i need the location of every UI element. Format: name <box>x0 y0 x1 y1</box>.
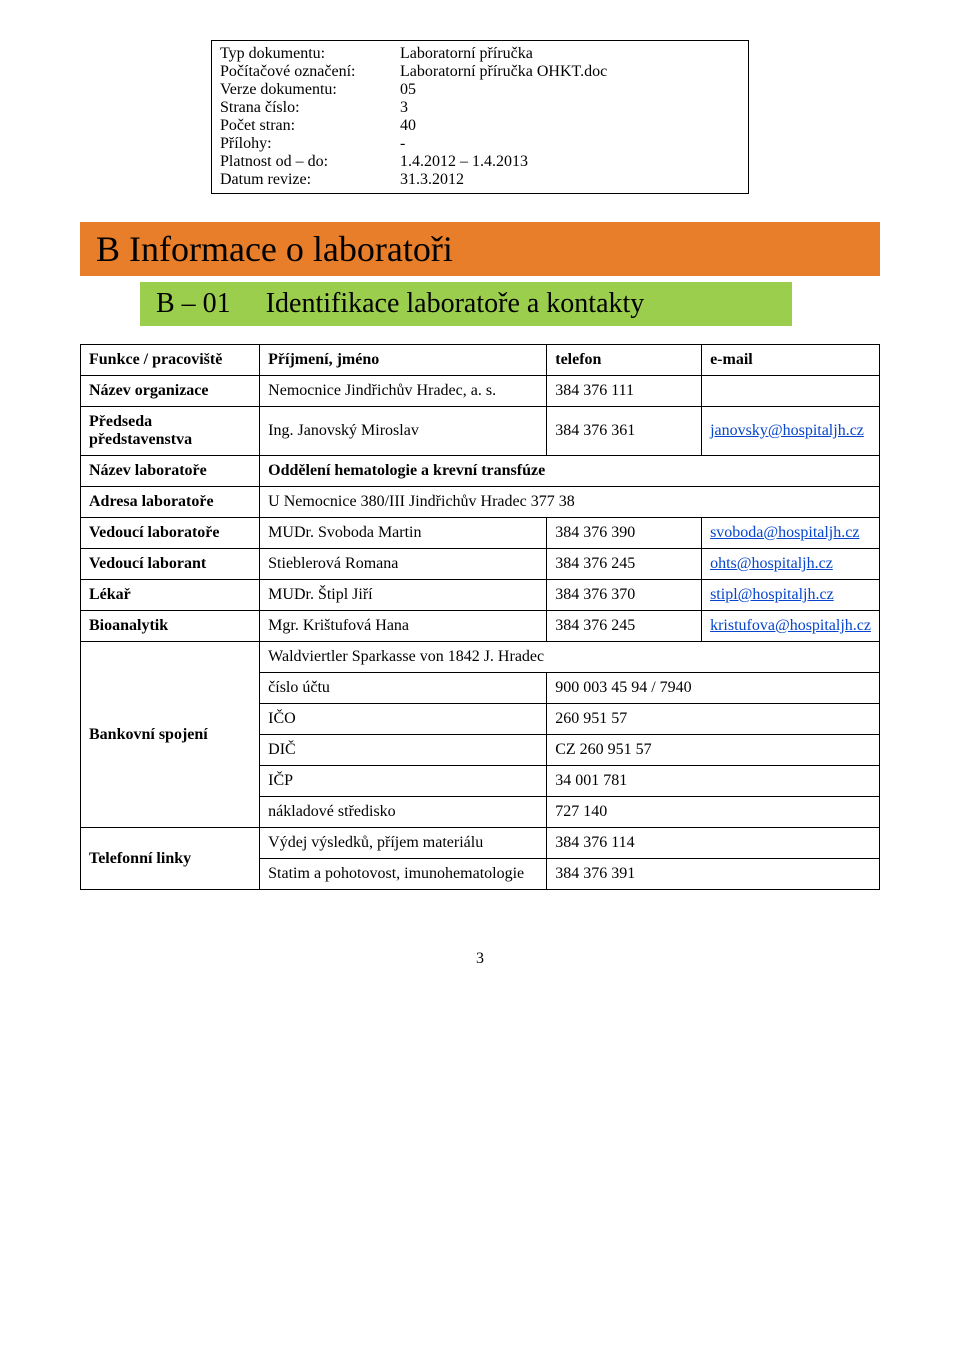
row-label: Název laboratoře <box>81 456 260 487</box>
table-row: Lékař MUDr. Štipl Jiří 384 376 370 stipl… <box>81 580 880 611</box>
meta-label: Počítačové označení: <box>220 63 400 81</box>
bank-value: 900 003 45 94 / 7940 <box>547 673 880 704</box>
meta-row: Počet stran: 40 <box>220 117 740 135</box>
meta-row: Platnost od – do: 1.4.2012 – 1.4.2013 <box>220 153 740 171</box>
meta-row: Typ dokumentu: Laboratorní příručka <box>220 45 740 63</box>
heading-b01: B – 01 Identifikace laboratoře a kontakt… <box>140 282 792 326</box>
meta-value: 40 <box>400 117 740 135</box>
email-link[interactable]: svoboda@hospitaljh.cz <box>710 524 859 541</box>
th-name: Příjmení, jméno <box>260 345 547 376</box>
row-label: Vedoucí laboratoře <box>81 518 260 549</box>
table-row: Bioanalytik Mgr. Krištufová Hana 384 376… <box>81 611 880 642</box>
row-label: Vedoucí laborant <box>81 549 260 580</box>
row-label: Název organizace <box>81 376 260 407</box>
row-name: Stieblerová Romana <box>260 549 547 580</box>
meta-value: 31.3.2012 <box>400 171 740 189</box>
meta-label: Přílohy: <box>220 135 400 153</box>
row-name: Ing. Janovský Miroslav <box>260 407 547 456</box>
table-row: Telefonní linky Výdej výsledků, příjem m… <box>81 828 880 859</box>
bank-value: 727 140 <box>547 797 880 828</box>
heading-b: B Informace o laboratoři <box>80 222 880 276</box>
email-link[interactable]: ohts@hospitaljh.cz <box>710 555 833 572</box>
row-phone: 384 376 361 <box>547 407 702 456</box>
row-email: kristufova@hospitaljh.cz <box>702 611 880 642</box>
meta-label: Verze dokumentu: <box>220 81 400 99</box>
heading-b01-num: B – 01 <box>156 288 231 319</box>
info-table: Funkce / pracoviště Příjmení, jméno tele… <box>80 344 880 890</box>
row-label: Bioanalytik <box>81 611 260 642</box>
phone-value: 384 376 391 <box>547 859 880 890</box>
email-link[interactable]: kristufova@hospitaljh.cz <box>710 617 871 634</box>
bank-key: IČP <box>260 766 547 797</box>
phone-value: 384 376 114 <box>547 828 880 859</box>
meta-row: Datum revize: 31.3.2012 <box>220 171 740 189</box>
meta-label: Strana číslo: <box>220 99 400 117</box>
meta-value: 1.4.2012 – 1.4.2013 <box>400 153 740 171</box>
row-phone: 384 376 111 <box>547 376 702 407</box>
row-label: Adresa laboratoře <box>81 487 260 518</box>
bank-key: IČO <box>260 704 547 735</box>
bank-key: DIČ <box>260 735 547 766</box>
phone-key: Výdej výsledků, příjem materiálu <box>260 828 547 859</box>
table-row: Název laboratoře Oddělení hematologie a … <box>81 456 880 487</box>
meta-label: Datum revize: <box>220 171 400 189</box>
table-header-row: Funkce / pracoviště Příjmení, jméno tele… <box>81 345 880 376</box>
th-function: Funkce / pracoviště <box>81 345 260 376</box>
page-number: 3 <box>80 950 880 968</box>
row-phone: 384 376 390 <box>547 518 702 549</box>
th-phone: telefon <box>547 345 702 376</box>
row-label: Lékař <box>81 580 260 611</box>
table-row: Předseda představenstva Ing. Janovský Mi… <box>81 407 880 456</box>
meta-row: Počítačové označení: Laboratorní příručk… <box>220 63 740 81</box>
meta-value: - <box>400 135 740 153</box>
row-phone: 384 376 245 <box>547 611 702 642</box>
lab-address-cell: U Nemocnice 380/III Jindřichův Hradec 37… <box>260 487 880 518</box>
email-link[interactable]: stipl@hospitaljh.cz <box>710 586 834 603</box>
meta-row: Přílohy: - <box>220 135 740 153</box>
meta-row: Verze dokumentu: 05 <box>220 81 740 99</box>
row-phone: 384 376 370 <box>547 580 702 611</box>
bank-value: CZ 260 951 57 <box>547 735 880 766</box>
row-name: MUDr. Svoboda Martin <box>260 518 547 549</box>
row-email <box>702 376 880 407</box>
bank-value: 34 001 781 <box>547 766 880 797</box>
row-name: Mgr. Krištufová Hana <box>260 611 547 642</box>
row-email: ohts@hospitaljh.cz <box>702 549 880 580</box>
row-phone: 384 376 245 <box>547 549 702 580</box>
phone-key: Statim a pohotovost, imunohematologie <box>260 859 547 890</box>
table-row: Název organizace Nemocnice Jindřichův Hr… <box>81 376 880 407</box>
meta-row: Strana číslo: 3 <box>220 99 740 117</box>
meta-value: Laboratorní příručka OHKT.doc <box>400 63 740 81</box>
bank-header: Waldviertler Sparkasse von 1842 J. Hrade… <box>260 642 880 673</box>
table-row: Vedoucí laborant Stieblerová Romana 384 … <box>81 549 880 580</box>
table-row: Vedoucí laboratoře MUDr. Svoboda Martin … <box>81 518 880 549</box>
bank-key: číslo účtu <box>260 673 547 704</box>
lab-name-cell: Oddělení hematologie a krevní transfúze <box>260 456 880 487</box>
bank-value: 260 951 57 <box>547 704 880 735</box>
meta-value: Laboratorní příručka <box>400 45 740 63</box>
table-row: Bankovní spojení Waldviertler Sparkasse … <box>81 642 880 673</box>
th-email: e-mail <box>702 345 880 376</box>
row-email: svoboda@hospitaljh.cz <box>702 518 880 549</box>
phones-label: Telefonní linky <box>81 828 260 890</box>
meta-value: 05 <box>400 81 740 99</box>
row-label: Předseda představenstva <box>81 407 260 456</box>
document-meta-box: Typ dokumentu: Laboratorní příručka Počí… <box>211 40 749 194</box>
meta-label: Počet stran: <box>220 117 400 135</box>
row-email: stipl@hospitaljh.cz <box>702 580 880 611</box>
bank-label: Bankovní spojení <box>81 642 260 828</box>
meta-label: Typ dokumentu: <box>220 45 400 63</box>
email-link[interactable]: janovsky@hospitaljh.cz <box>710 422 864 439</box>
bank-key: nákladové středisko <box>260 797 547 828</box>
meta-label: Platnost od – do: <box>220 153 400 171</box>
table-row: Adresa laboratoře U Nemocnice 380/III Ji… <box>81 487 880 518</box>
meta-value: 3 <box>400 99 740 117</box>
heading-b01-text: Identifikace laboratoře a kontakty <box>266 288 645 319</box>
row-name: MUDr. Štipl Jiří <box>260 580 547 611</box>
row-email: janovsky@hospitaljh.cz <box>702 407 880 456</box>
row-name: Nemocnice Jindřichův Hradec, a. s. <box>260 376 547 407</box>
